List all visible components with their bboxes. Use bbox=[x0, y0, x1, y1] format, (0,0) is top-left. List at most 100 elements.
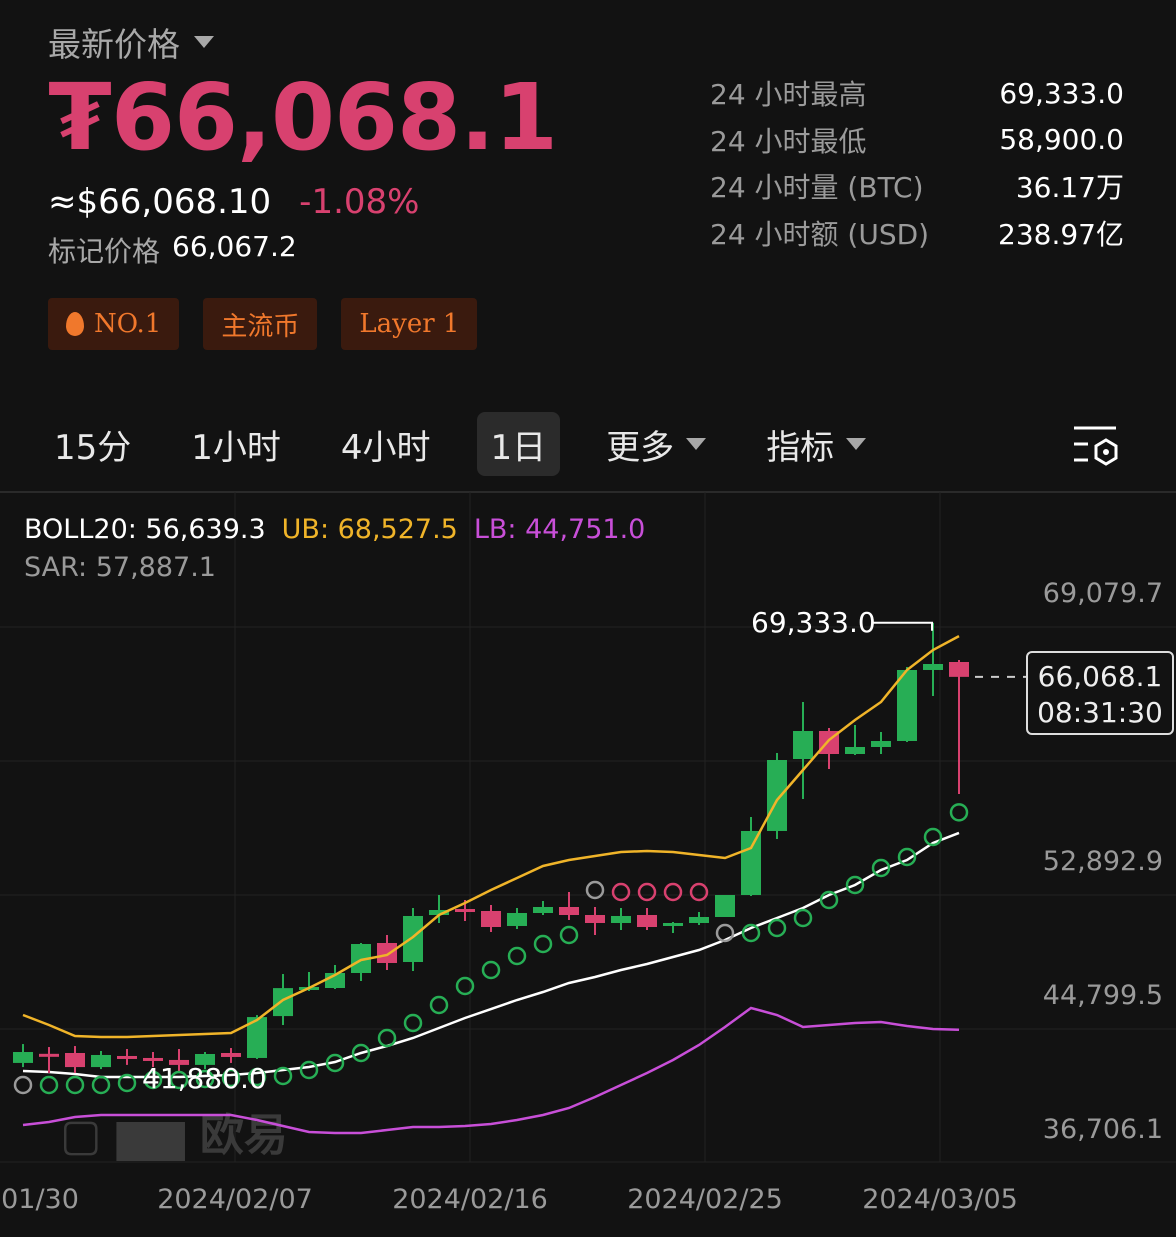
usd-price: ≈$66,068.10 bbox=[48, 182, 272, 222]
candle-body bbox=[273, 988, 293, 1017]
stat-label: 24 小时最高 bbox=[710, 78, 867, 112]
stat-value: 36.17万 bbox=[1015, 171, 1124, 205]
current-price-tag[interactable]: 66,068.1 08:31:30 bbox=[1026, 651, 1174, 735]
candle-body bbox=[65, 1052, 85, 1068]
candle-body bbox=[689, 917, 709, 923]
boll-middle-band bbox=[22, 831, 960, 1079]
mark-price-row: 标记价格 66,067.2 bbox=[48, 230, 297, 270]
stat-24h-low: 24 小时最低 58,900.0 bbox=[710, 117, 1124, 164]
candle-body bbox=[143, 1057, 163, 1061]
candle-body bbox=[949, 661, 969, 677]
sar-dot bbox=[793, 908, 813, 928]
stat-24h-high: 24 小时最高 69,333.0 bbox=[710, 70, 1124, 117]
x-tick: 2024/02/07 bbox=[157, 1184, 313, 1215]
candle-countdown: 08:31:30 bbox=[1037, 696, 1163, 729]
y-tick: 69,079.7 bbox=[1042, 578, 1163, 609]
tab-more[interactable]: 更多 bbox=[592, 412, 720, 476]
usd-row: ≈$66,068.10 -1.08% bbox=[48, 182, 419, 222]
candle-body bbox=[351, 944, 371, 973]
tag-label: 主流币 bbox=[221, 311, 300, 342]
x-tick: 2024/02/25 bbox=[627, 1184, 783, 1215]
stat-label: 24 小时最低 bbox=[710, 124, 867, 158]
tag-no1[interactable]: NO.1 bbox=[48, 298, 180, 350]
candle-body bbox=[871, 741, 891, 747]
high-marker-line bbox=[873, 621, 933, 631]
sar-dot bbox=[767, 918, 787, 938]
stat-24h-volume: 24 小时量 (BTC) 36.17万 bbox=[710, 163, 1124, 210]
sar-dot bbox=[195, 1069, 215, 1089]
chart-settings-icon[interactable] bbox=[1070, 424, 1120, 466]
dropdown-triangle-icon bbox=[686, 438, 707, 450]
sar-dot bbox=[819, 890, 839, 910]
candle-body bbox=[741, 830, 761, 895]
tab-15m[interactable]: 15分 bbox=[54, 427, 132, 468]
sar-dot bbox=[559, 925, 579, 945]
boll-lb-value: LB: 44,751.0 bbox=[473, 514, 646, 545]
sar-legend: SAR: 57,887.1 bbox=[24, 552, 216, 583]
candle-body bbox=[585, 914, 605, 923]
stat-value: 238.97亿 bbox=[998, 217, 1124, 251]
last-price: ₮66,068.1 bbox=[48, 64, 558, 171]
candle-body bbox=[481, 910, 501, 928]
sar-dot bbox=[481, 960, 501, 980]
candle-body bbox=[169, 1059, 189, 1065]
sar-dot bbox=[871, 858, 891, 878]
tab-indicators[interactable]: 指标 bbox=[752, 412, 880, 476]
candle-body bbox=[767, 759, 787, 831]
sar-dot bbox=[325, 1053, 345, 1073]
tab-label: 指标 bbox=[766, 427, 835, 468]
stats-panel: 24 小时最高 69,333.0 24 小时最低 58,900.0 24 小时量 (… bbox=[710, 70, 1124, 256]
mark-price-label: 标记价格 bbox=[48, 235, 161, 268]
y-tick: 44,799.5 bbox=[1042, 980, 1163, 1011]
watermark-logo: ▢ ▆▆ 欧易 bbox=[60, 1110, 288, 1161]
candle-body bbox=[403, 915, 423, 963]
candle-body bbox=[533, 907, 553, 913]
boll-legend: BOLL20: 56,639.3 UB: 68,527.5 LB: 44,751.0 bbox=[24, 514, 645, 545]
boll-mid-value: BOLL20: 56,639.3 bbox=[24, 514, 266, 545]
stat-label: 24 小时额 (USD) bbox=[710, 217, 930, 251]
candle-body bbox=[13, 1052, 33, 1063]
sar-dot bbox=[611, 882, 631, 902]
boll-upper-band bbox=[22, 635, 960, 1039]
dropdown-triangle-icon bbox=[846, 438, 867, 450]
tab-1d[interactable]: 1日 bbox=[476, 412, 561, 476]
sar-dot bbox=[897, 847, 917, 867]
candle-body bbox=[39, 1053, 59, 1057]
sar-dot bbox=[169, 1070, 189, 1090]
boll-lower-band bbox=[22, 1006, 960, 1135]
tab-1h[interactable]: 1小时 bbox=[191, 427, 281, 468]
candle-body bbox=[923, 663, 943, 670]
candle-body bbox=[663, 922, 683, 926]
tag-layer1[interactable]: Layer 1 bbox=[341, 298, 478, 350]
candle-body bbox=[377, 942, 397, 963]
candle-body bbox=[715, 894, 735, 918]
sar-dot bbox=[299, 1060, 319, 1080]
sar-dot bbox=[715, 923, 735, 943]
candle-body bbox=[117, 1055, 137, 1059]
interval-tabs: 15分 1小时 4小时 1日 更多 指标 bbox=[40, 412, 1176, 476]
y-tick: 52,892.9 bbox=[1042, 846, 1163, 877]
candle-body bbox=[897, 669, 917, 742]
candle-body bbox=[429, 909, 449, 915]
tag-mainstream[interactable]: 主流币 bbox=[203, 298, 318, 350]
sar-dot bbox=[91, 1075, 111, 1095]
high-marker-label: 69,333.0 bbox=[751, 606, 876, 639]
current-price: 66,068.1 bbox=[1037, 660, 1163, 693]
price-type-selector[interactable]: 最新价格 bbox=[48, 18, 214, 66]
candle-body bbox=[455, 909, 475, 913]
candle-body bbox=[507, 912, 527, 926]
candle-body bbox=[221, 1052, 241, 1057]
candle-body bbox=[845, 746, 865, 755]
sar-dot bbox=[13, 1075, 33, 1095]
low-marker-label: 41,880.0 bbox=[142, 1062, 267, 1095]
candle-body bbox=[611, 915, 631, 923]
tab-label: 更多 bbox=[606, 427, 675, 468]
tab-4h[interactable]: 4小时 bbox=[340, 427, 431, 468]
sar-dot bbox=[689, 882, 709, 902]
sar-dot bbox=[39, 1075, 59, 1095]
sar-dot bbox=[247, 1067, 267, 1087]
sar-dot bbox=[351, 1043, 371, 1063]
tag-label: Layer 1 bbox=[359, 309, 460, 339]
sar-dot bbox=[429, 995, 449, 1015]
